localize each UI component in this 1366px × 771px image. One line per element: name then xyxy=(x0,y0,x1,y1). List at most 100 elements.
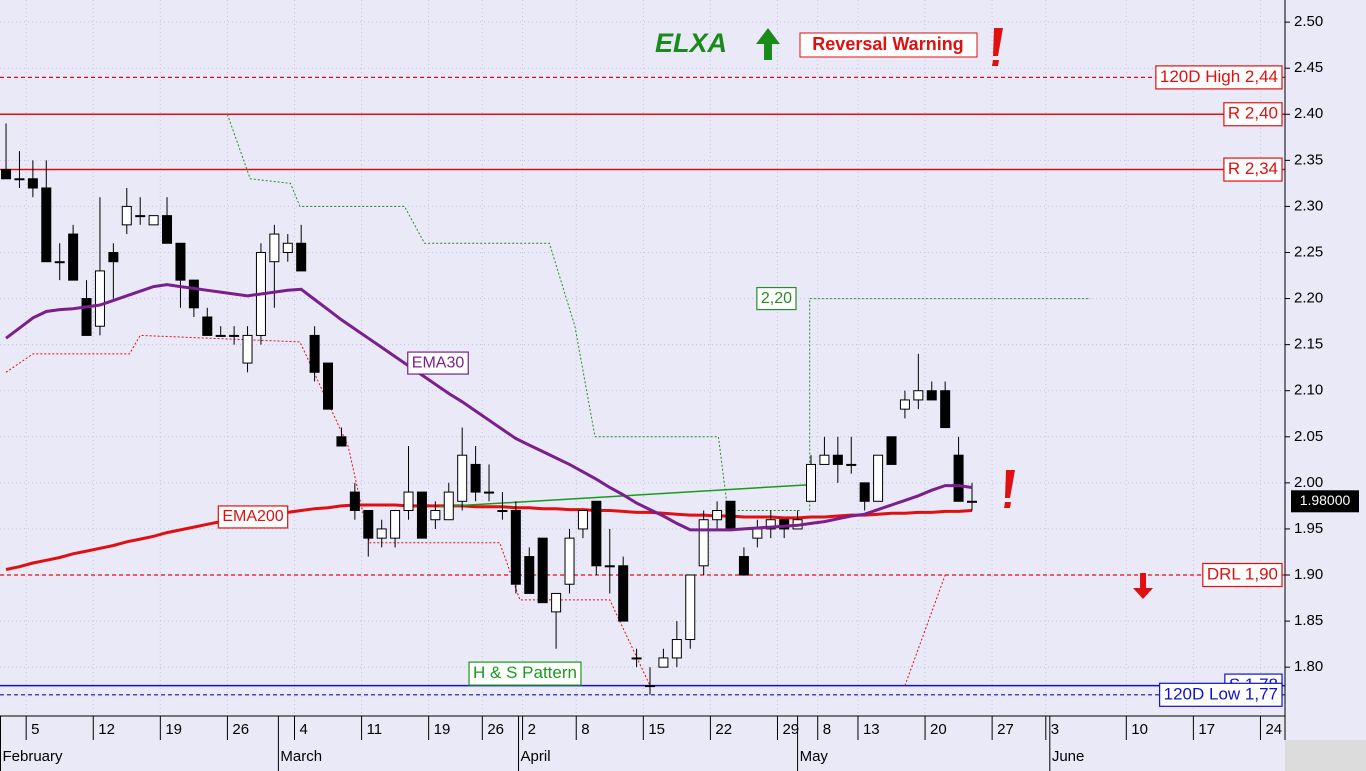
level-label-text: 120D High 2,44 xyxy=(1160,67,1278,86)
candle-body xyxy=(940,390,951,429)
candle-body xyxy=(671,639,682,659)
candle-body xyxy=(886,436,897,465)
candle-body xyxy=(913,390,924,401)
candle-body xyxy=(698,519,709,567)
target-label-box xyxy=(756,286,797,311)
line-label: EMA30 xyxy=(407,351,469,375)
y-tick-label: 2.10 xyxy=(1294,382,1323,399)
candle-body xyxy=(282,242,293,253)
target-label: 2,20 xyxy=(756,286,797,311)
x-tick-label: 17 xyxy=(1198,721,1215,738)
candle-body xyxy=(323,362,334,410)
level-label: R 2,40 xyxy=(1223,102,1283,127)
ema-line xyxy=(5,503,973,571)
x-tick-label: 19 xyxy=(165,721,182,738)
warning-mark xyxy=(1004,470,1015,508)
candle-body xyxy=(390,510,401,539)
x-tick-label: 3 xyxy=(1051,721,1059,738)
warning-mark xyxy=(992,28,1003,66)
level-label-box xyxy=(1202,562,1283,588)
candle-body xyxy=(846,463,857,466)
level-label-text: R 2,34 xyxy=(1228,159,1278,178)
candle-body xyxy=(349,491,360,512)
y-tick-label: 1.80 xyxy=(1294,658,1323,675)
level-label: DRL 1,90 xyxy=(1202,562,1283,588)
candle-body xyxy=(524,556,535,594)
target-label-text: 2,20 xyxy=(761,290,792,307)
y-tick-label: 2.50 xyxy=(1294,13,1323,30)
candle-body xyxy=(242,334,253,364)
candle-body xyxy=(658,657,669,668)
candle-body xyxy=(363,510,374,539)
x-tick-label: 22 xyxy=(715,721,732,738)
level-label-text: 120D Low 1,77 xyxy=(1164,684,1278,703)
x-tick-label: 8 xyxy=(823,721,831,738)
x-tick-label: 2 xyxy=(528,721,536,738)
x-tick-label: 10 xyxy=(1131,721,1148,738)
line-label-text: EMA30 xyxy=(412,354,465,371)
y-tick-label: 2.45 xyxy=(1294,59,1323,76)
ema-line xyxy=(5,283,973,532)
candle-body xyxy=(591,500,602,567)
y-tick-label: 2.20 xyxy=(1294,290,1323,307)
candle-body xyxy=(645,685,656,688)
level-label: 120D Low 1,77 xyxy=(1159,682,1283,707)
candle-body xyxy=(497,510,508,513)
level-label: R 2,34 xyxy=(1223,157,1283,182)
x-tick-label: 26 xyxy=(487,721,504,738)
x-tick-label: 24 xyxy=(1265,721,1282,738)
candle-body xyxy=(27,178,38,189)
candle-body xyxy=(859,482,870,502)
y-tick-label: 1.85 xyxy=(1294,612,1323,629)
x-tick-label: 5 xyxy=(31,721,39,738)
candle-body xyxy=(618,565,629,622)
candle-body xyxy=(819,454,830,465)
candle-body xyxy=(779,519,790,530)
level-label-text: DRL 1,90 xyxy=(1207,564,1278,583)
candle-body xyxy=(604,565,615,568)
candle-body xyxy=(631,657,642,660)
candle-body xyxy=(175,242,186,281)
candle-body xyxy=(148,215,159,226)
candle-body xyxy=(967,500,978,503)
x-tick-label: 13 xyxy=(863,721,880,738)
candle-body xyxy=(14,178,25,181)
candle-body xyxy=(551,592,562,613)
down-arrow xyxy=(1133,573,1153,599)
ticker: ELXA xyxy=(655,28,727,58)
stop-line xyxy=(226,114,801,511)
candle-body xyxy=(94,270,105,327)
y-tick-label: 2.30 xyxy=(1294,197,1323,214)
x-tick-label: 29 xyxy=(782,721,799,738)
candle-body xyxy=(68,233,79,281)
candle-body xyxy=(202,316,213,336)
candle-body xyxy=(765,519,776,530)
candle-body xyxy=(430,510,441,521)
candle-body xyxy=(806,463,817,502)
x-tick-label: 12 xyxy=(98,721,115,738)
month-label: June xyxy=(1052,748,1085,765)
y-tick-label: 2.40 xyxy=(1294,105,1323,122)
month-label: March xyxy=(280,748,322,765)
candle-body xyxy=(215,334,226,337)
candle-body xyxy=(470,463,481,493)
last-price-label: 1.98000 xyxy=(1300,492,1351,508)
candle-body xyxy=(162,215,173,244)
x-tick-label: 26 xyxy=(232,721,249,738)
candle-body xyxy=(135,215,146,218)
level-label-box xyxy=(1223,102,1283,127)
up-arrow xyxy=(756,28,780,60)
candle-body xyxy=(752,528,763,539)
candle-body xyxy=(269,233,280,263)
candle-body xyxy=(712,510,723,521)
x-tick-label: 19 xyxy=(434,721,451,738)
candle-body xyxy=(953,454,964,502)
plot: EMA30 EMA200 2,20 H & S Pattern 120D High 2,… xyxy=(0,0,1285,716)
candle-body xyxy=(81,298,92,336)
candle-body xyxy=(457,454,468,502)
candle-body xyxy=(832,454,843,465)
candle-body xyxy=(336,436,347,447)
candle-body xyxy=(121,205,132,226)
